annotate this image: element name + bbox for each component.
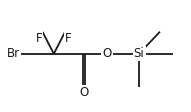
Text: Br: Br <box>6 47 20 60</box>
Text: Si: Si <box>134 47 144 60</box>
Text: F: F <box>36 32 42 45</box>
Text: O: O <box>102 47 112 60</box>
Text: O: O <box>79 86 89 99</box>
Text: F: F <box>65 32 72 45</box>
